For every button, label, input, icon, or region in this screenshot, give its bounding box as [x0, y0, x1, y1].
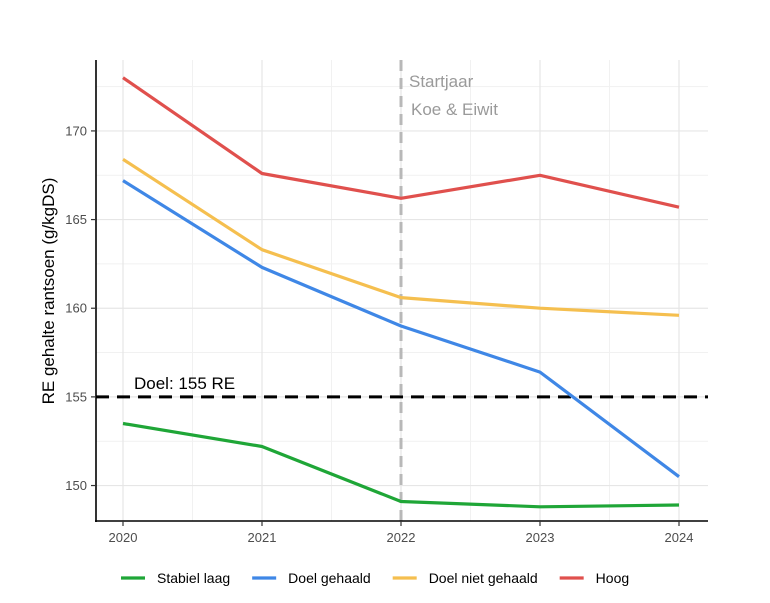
legend-label: Stabiel laag — [157, 570, 230, 586]
series-line-doel-gehaald — [122, 179, 680, 478]
x-tick-label: 2021 — [248, 530, 277, 545]
tick-labels: 150 155 160 165 170 2020 2021 2022 2023 2024 — [65, 123, 693, 545]
legend: Stabiel laag Doel gehaald Doel niet gehaal… — [121, 570, 629, 586]
legend-item: Doel niet gehaald — [392, 570, 538, 586]
y-tick-label: 165 — [65, 212, 87, 227]
legend-label: Doel gehaald — [288, 570, 371, 586]
axes — [91, 60, 708, 526]
legend-item: Stabiel laag — [121, 570, 230, 586]
y-axis-title: RE gehalte rantsoen (g/kgDS) — [39, 178, 58, 405]
series-lines — [122, 76, 680, 509]
target-reference-label: Doel: 155 RE — [134, 374, 235, 393]
x-tick-label: 2022 — [387, 530, 416, 545]
y-tick-label: 160 — [65, 301, 87, 316]
series-line-stabiel-laag — [122, 421, 680, 509]
x-tick-label: 2023 — [526, 530, 555, 545]
legend-label: Hoog — [596, 570, 629, 586]
reference-label-line2: Koe & Eiwit — [411, 100, 498, 119]
reference-label-line1: Startjaar — [409, 72, 474, 91]
series-line-hoog — [122, 76, 680, 209]
y-tick-label: 150 — [65, 478, 87, 493]
legend-item: Hoog — [559, 570, 629, 586]
legend-label: Doel niet gehaald — [429, 570, 538, 586]
series-line-doel-niet-gehaald — [122, 157, 680, 317]
y-tick-label: 155 — [65, 389, 87, 404]
reference-lines — [96, 60, 708, 521]
y-tick-label: 170 — [65, 123, 87, 138]
legend-item: Doel gehaald — [252, 570, 371, 586]
x-tick-label: 2020 — [109, 530, 138, 545]
grid — [96, 60, 708, 521]
annotations: Doel: 155 RE Startjaar Koe & Eiwit — [134, 72, 498, 393]
x-tick-label: 2024 — [665, 530, 694, 545]
